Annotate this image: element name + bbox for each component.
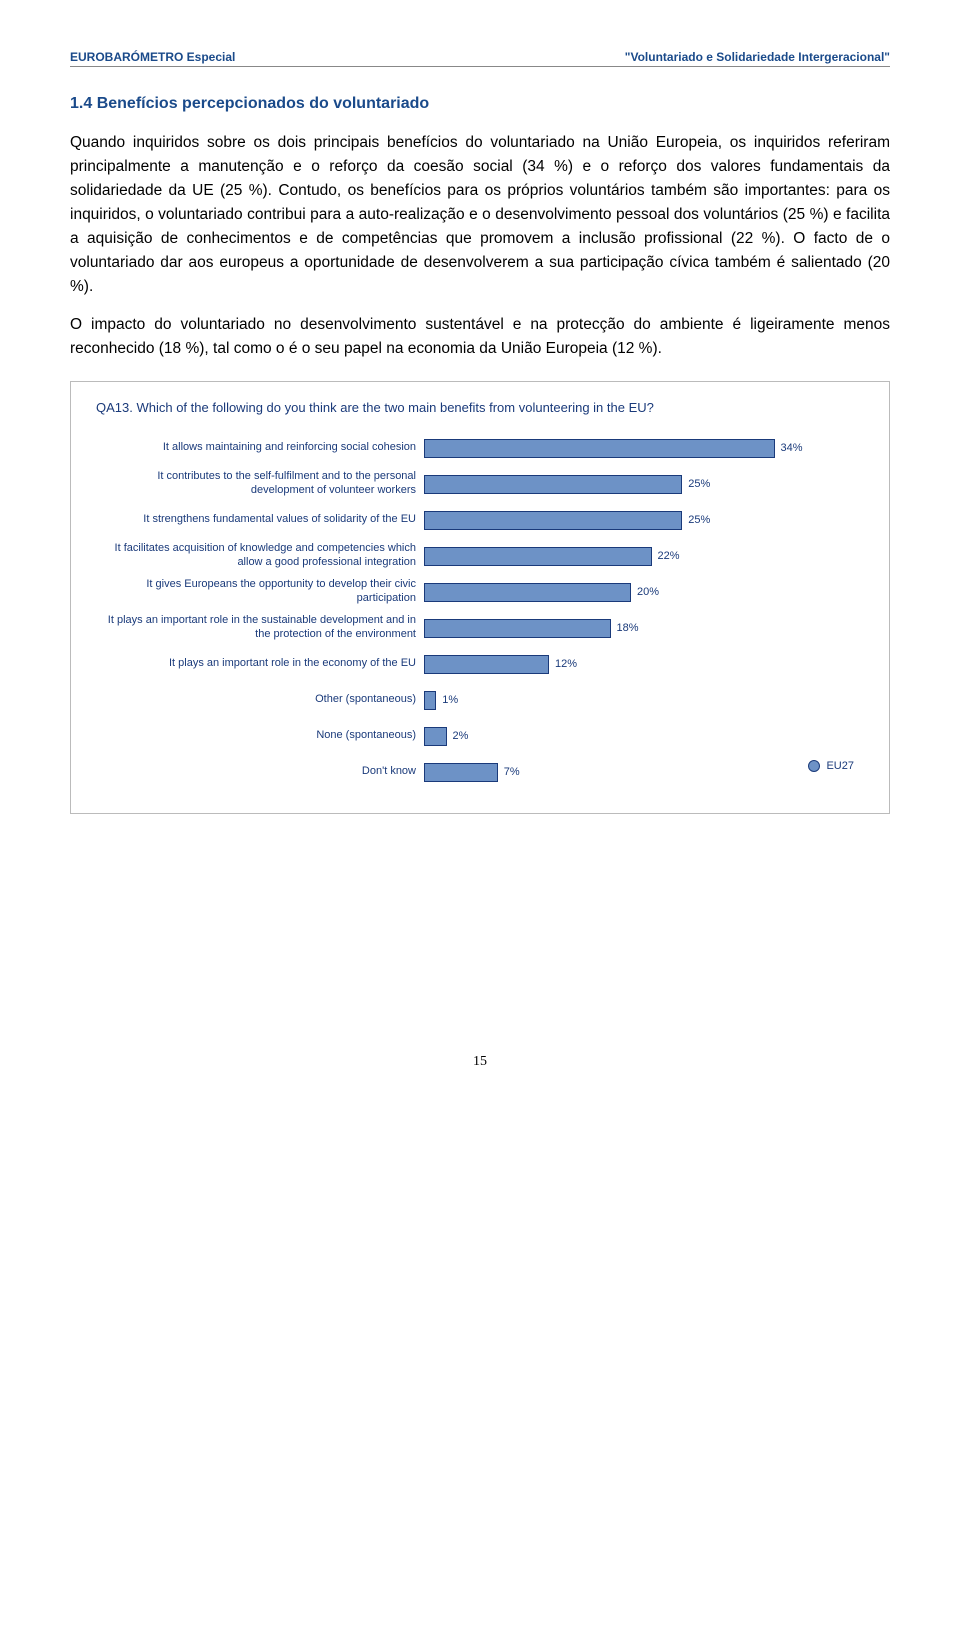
- chart-legend: EU27: [808, 760, 854, 772]
- chart-bar: [424, 547, 652, 566]
- chart-bar-area: 20%: [424, 583, 864, 602]
- chart-row-label: None (spontaneous): [96, 729, 424, 743]
- chart-bar-value: 2%: [453, 730, 469, 742]
- chart-area: It allows maintaining and reinforcing so…: [96, 433, 864, 787]
- chart-bar-area: 1%: [424, 691, 864, 710]
- chart-row: None (spontaneous) 2%: [96, 721, 864, 751]
- chart-bar-area: 18%: [424, 619, 864, 638]
- chart-bar-area: 12%: [424, 655, 864, 674]
- chart-bar-value: 18%: [617, 622, 639, 634]
- chart-bar-value: 22%: [658, 550, 680, 562]
- chart-row-label: It plays an important role in the econom…: [96, 657, 424, 671]
- chart-bar-value: 25%: [688, 478, 710, 490]
- chart-bar-value: 20%: [637, 586, 659, 598]
- chart-bar: [424, 727, 447, 746]
- chart-row: It facilitates acquisition of knowledge …: [96, 541, 864, 571]
- chart-row-label: It gives Europeans the opportunity to de…: [96, 578, 424, 606]
- chart-bar: [424, 619, 611, 638]
- chart-rows: It allows maintaining and reinforcing so…: [96, 433, 864, 787]
- chart-row: It strengthens fundamental values of sol…: [96, 505, 864, 535]
- chart-row-label: It contributes to the self-fulfilment an…: [96, 470, 424, 498]
- chart-bar-area: 22%: [424, 547, 864, 566]
- chart-bar-value: 12%: [555, 658, 577, 670]
- paragraph-1: Quando inquiridos sobre os dois principa…: [70, 131, 890, 299]
- chart-bar-value: 7%: [504, 766, 520, 778]
- document-page: EUROBARÓMETRO Especial "Voluntariado e S…: [0, 0, 960, 1110]
- chart-bar-area: 25%: [424, 475, 864, 494]
- chart-bar-area: 25%: [424, 511, 864, 530]
- chart-title: QA13. Which of the following do you thin…: [96, 400, 864, 415]
- section-title: 1.4 Benefícios percepcionados do volunta…: [70, 95, 890, 113]
- chart-bar-value: 1%: [442, 694, 458, 706]
- chart-bar: [424, 691, 436, 710]
- chart-bar: [424, 583, 631, 602]
- chart-bar-area: 2%: [424, 727, 864, 746]
- chart-container: QA13. Which of the following do you thin…: [70, 381, 890, 814]
- chart-row: It plays an important role in the econom…: [96, 649, 864, 679]
- chart-row-label: Don't know: [96, 765, 424, 779]
- legend-dot-icon: [808, 760, 820, 772]
- chart-row: Other (spontaneous) 1%: [96, 685, 864, 715]
- chart-bar-value: 25%: [688, 514, 710, 526]
- paragraph-2: O impacto do voluntariado no desenvolvim…: [70, 313, 890, 361]
- chart-row: Don't know 7%: [96, 757, 864, 787]
- header-left: EUROBARÓMETRO Especial: [70, 50, 235, 64]
- legend-label: EU27: [826, 760, 854, 772]
- chart-row-label: It plays an important role in the sustai…: [96, 614, 424, 642]
- chart-bar: [424, 511, 682, 530]
- chart-bar-area: 7%: [424, 763, 864, 782]
- chart-row: It plays an important role in the sustai…: [96, 613, 864, 643]
- header-right: "Voluntariado e Solidariedade Intergerac…: [625, 50, 890, 64]
- chart-row: It gives Europeans the opportunity to de…: [96, 577, 864, 607]
- chart-bar-value: 34%: [781, 442, 803, 454]
- chart-row-label: It strengthens fundamental values of sol…: [96, 513, 424, 527]
- chart-bar-area: 34%: [424, 439, 864, 458]
- chart-bar: [424, 475, 682, 494]
- chart-bar: [424, 439, 775, 458]
- chart-row-label: Other (spontaneous): [96, 693, 424, 707]
- chart-row-label: It facilitates acquisition of knowledge …: [96, 542, 424, 570]
- chart-row-label: It allows maintaining and reinforcing so…: [96, 441, 424, 455]
- chart-row: It contributes to the self-fulfilment an…: [96, 469, 864, 499]
- chart-bar: [424, 763, 498, 782]
- chart-row: It allows maintaining and reinforcing so…: [96, 433, 864, 463]
- page-number: 15: [70, 1054, 890, 1070]
- header: EUROBARÓMETRO Especial "Voluntariado e S…: [70, 50, 890, 67]
- chart-bar: [424, 655, 549, 674]
